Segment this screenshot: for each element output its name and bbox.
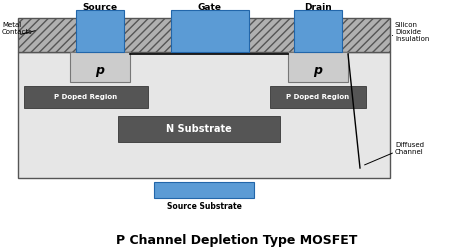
Bar (18, 52, 390, 178)
Text: Source Substrate: Source Substrate (166, 201, 241, 210)
Bar (270, 86, 366, 108)
Bar (171, 10, 249, 52)
Bar (76, 10, 124, 52)
Text: P Channel Depletion Type MOSFET: P Channel Depletion Type MOSFET (116, 234, 358, 247)
Text: Source: Source (82, 2, 118, 11)
Text: Gate: Gate (198, 2, 222, 11)
Bar (294, 10, 342, 52)
Bar (18, 18, 390, 52)
Text: P Doped Region: P Doped Region (286, 94, 349, 100)
Text: N Substrate: N Substrate (166, 124, 232, 134)
Bar (90, 18, 110, 54)
Text: Diffused
Channel: Diffused Channel (395, 141, 424, 154)
Bar (118, 116, 280, 142)
Text: p: p (313, 63, 322, 76)
Bar (288, 52, 348, 82)
Text: Metal
Contacts: Metal Contacts (2, 22, 33, 35)
Text: P Doped Region: P Doped Region (55, 94, 118, 100)
Text: Silicon
Dioxide
Insulation: Silicon Dioxide Insulation (395, 22, 429, 42)
Bar (308, 18, 328, 54)
Text: p: p (95, 63, 104, 76)
Bar (70, 52, 130, 82)
Bar (24, 86, 148, 108)
Bar (154, 182, 254, 198)
Text: Drain: Drain (304, 2, 332, 11)
